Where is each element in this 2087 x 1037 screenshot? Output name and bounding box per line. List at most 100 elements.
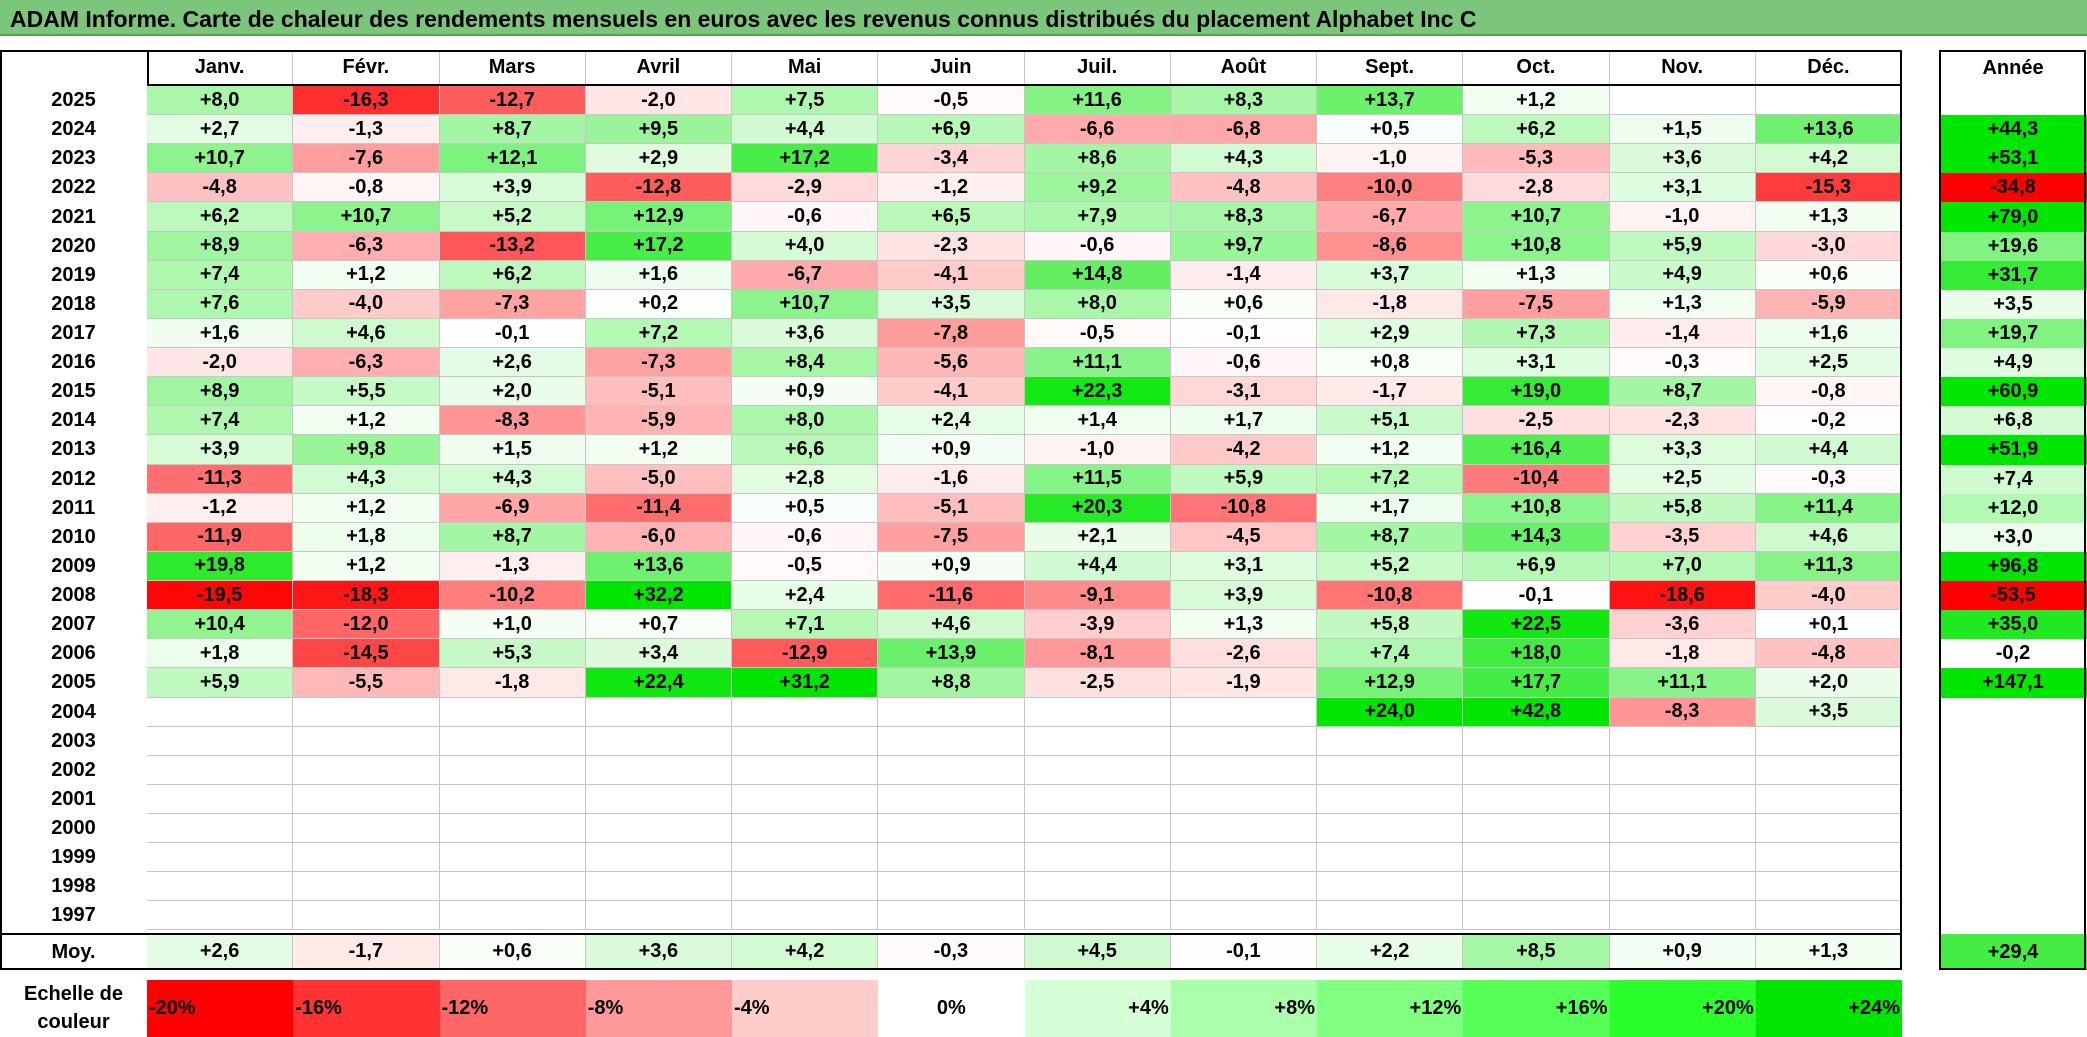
heatmap-cell: [1609, 755, 1756, 785]
heatmap-cell: -1,7: [1317, 377, 1464, 407]
heatmap-cell: [1317, 872, 1464, 902]
heatmap-cell: +31,2: [732, 668, 879, 698]
heatmap-cell: [585, 814, 732, 844]
heatmap-cell: +0,7: [585, 610, 732, 640]
heatmap-cell: [585, 901, 732, 931]
heatmap-cell: +3,5: [878, 289, 1025, 319]
heatmap-cell: +0,9: [878, 551, 1025, 582]
heatmap-cell: +3,1: [1463, 348, 1610, 378]
heatmap-cell: -15,3: [1755, 173, 1902, 203]
heatmap-cell: [732, 872, 879, 902]
heatmap-cell: -0,1: [439, 318, 586, 349]
heatmap-cell: +9,8: [293, 435, 440, 465]
month-header: Juin: [878, 50, 1025, 86]
heatmap-cell: [1609, 872, 1756, 902]
year-label: 1997: [51, 904, 96, 927]
year-label: 2009: [51, 554, 96, 577]
heatmap-cell: [878, 843, 1025, 873]
heatmap-cell: [585, 872, 732, 902]
heatmap-cell: +2,0: [1755, 668, 1902, 698]
heatmap-cell: -11,6: [878, 581, 1025, 611]
heatmap-cell: +6,2: [147, 202, 294, 232]
heatmap-cell: +12,1: [439, 144, 586, 174]
heatmap-cell: +5,1: [1317, 406, 1464, 436]
heatmap-cell: [878, 755, 1025, 785]
heatmap-cell: -8,3: [1609, 697, 1756, 727]
heatmap-cell: -3,5: [1609, 522, 1756, 552]
heatmap-cell: -4,2: [1170, 435, 1317, 465]
average-separator: [0, 933, 1902, 935]
heatmap-cell: -0,1: [1170, 318, 1317, 349]
heatmap-cell: -1,2: [878, 173, 1025, 203]
heatmap-cell: -5,6: [878, 348, 1025, 378]
heatmap-cell: +6,9: [878, 115, 1025, 145]
heatmap-cell: -5,1: [878, 493, 1025, 523]
heatmap-cell: +19,0: [1463, 377, 1610, 407]
average-cell: +4,2: [732, 934, 879, 970]
heatmap-cell: [439, 755, 586, 785]
heatmap-cell: -12,0: [293, 610, 440, 640]
heatmap-cell: +1,3: [1170, 610, 1317, 640]
heatmap-cell: -1,9: [1170, 668, 1317, 698]
heatmap-cell: [878, 697, 1025, 727]
heatmap-cell: [1024, 726, 1171, 756]
heatmap-cell: -4,0: [1755, 581, 1902, 611]
heatmap-cell: [732, 843, 879, 873]
heatmap-cell: +2,4: [732, 581, 879, 611]
heatmap-cell: -0,5: [878, 86, 1025, 116]
heatmap-cell: -2,0: [147, 348, 294, 378]
heatmap-cell: +2,9: [585, 144, 732, 174]
annual-cell: +51,9: [1939, 435, 2087, 465]
heatmap-cell: +5,3: [439, 639, 586, 669]
heatmap-cell: +7,1: [732, 610, 879, 640]
heatmap-cell: +13,9: [878, 639, 1025, 669]
year-label: 2016: [51, 351, 96, 374]
heatmap-cell: [1024, 872, 1171, 902]
heatmap-cell: +9,2: [1024, 173, 1171, 203]
annual-cell: [1939, 86, 2087, 116]
heatmap-cell: [585, 697, 732, 727]
heatmap-cell: +8,3: [1170, 86, 1317, 116]
heatmap-cell: +7,6: [147, 289, 294, 319]
page-title: ADAM Informe. Carte de chaleur des rende…: [10, 6, 1477, 32]
heatmap-cell: +2,5: [1755, 348, 1902, 378]
heatmap-cell: [1609, 726, 1756, 756]
heatmap-cell: -7,5: [878, 522, 1025, 552]
annual-cell: [1939, 755, 2087, 785]
heatmap-cell: [293, 843, 440, 873]
heatmap-cell: +8,0: [1024, 289, 1171, 319]
average-cell: -0,3: [878, 934, 1025, 970]
heatmap-cell: +0,2: [585, 289, 732, 319]
color-scale-swatch: +16%: [1463, 980, 1610, 1037]
heatmap-cell: +5,8: [1609, 493, 1756, 523]
average-label: Moy.: [51, 940, 96, 963]
heatmap-cell: -2,5: [1463, 406, 1610, 436]
color-scale-swatch: -20%: [147, 980, 294, 1037]
heatmap-cell: [147, 901, 294, 931]
heatmap-cell: +1,2: [293, 493, 440, 523]
heatmap-cell: [1170, 901, 1317, 931]
heatmap-cell: [1024, 784, 1171, 814]
heatmap-cell: +4,6: [878, 610, 1025, 640]
heatmap-cell: -0,6: [732, 522, 879, 552]
average-annual-cell: +29,4: [1939, 934, 2087, 970]
color-scale-swatch: 0%: [878, 980, 1025, 1037]
heatmap-cell: +10,7: [732, 289, 879, 319]
heatmap-cell: +7,0: [1609, 551, 1756, 582]
heatmap-cell: +4,3: [1170, 144, 1317, 174]
heatmap-cell: -1,8: [1317, 289, 1464, 319]
heatmap-cell: +8,4: [732, 348, 879, 378]
annual-cell: [1939, 697, 2087, 727]
heatmap-cell: +3,3: [1609, 435, 1756, 465]
annual-cell: -34,8: [1939, 173, 2087, 203]
heatmap-cell: [147, 784, 294, 814]
color-scale-swatch: -16%: [293, 980, 440, 1037]
month-header: Déc.: [1755, 50, 1902, 86]
heatmap-cell: +18,0: [1463, 639, 1610, 669]
color-scale-swatch: +8%: [1170, 980, 1317, 1037]
heatmap-cell: +0,5: [1317, 115, 1464, 145]
average-cell: +1,3: [1755, 934, 1902, 970]
heatmap-cell: [439, 697, 586, 727]
heatmap-cell: -0,5: [732, 551, 879, 582]
average-cell: -1,7: [293, 934, 440, 970]
